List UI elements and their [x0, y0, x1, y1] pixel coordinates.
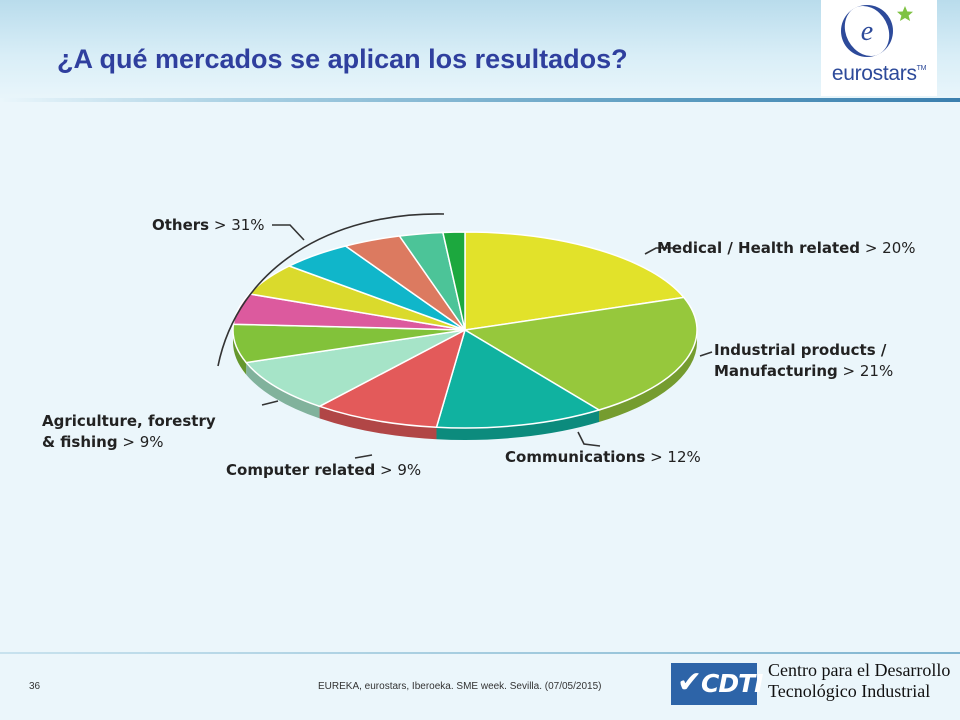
label-computer-related: Computer related > 9% [226, 461, 421, 479]
header-divider [0, 98, 960, 102]
others-bracket-arc [217, 213, 445, 367]
cdti-wordmark: CDTI [701, 669, 763, 698]
eurostars-logo: e eurostarsTM [821, 0, 937, 96]
eurostars-emblem: e [841, 5, 913, 57]
pie-slice-communications-side [436, 409, 600, 440]
pie-slice-computer-related [317, 328, 467, 429]
pie-slice-industrial-products-manufacturing-side [599, 330, 697, 422]
label-name-line2: & fishing [42, 433, 118, 451]
leader-line [644, 247, 675, 255]
label-name-line2: Manufacturing [714, 362, 838, 380]
label-name: Computer related [226, 461, 375, 479]
pie-slice-others-1-side [233, 330, 247, 375]
label-agriculture-forestry-fishing: Agriculture, forestry & fishing > 9% [42, 412, 216, 451]
checkmark-icon: ✔ [677, 665, 703, 700]
cdti-name-line1: Centro para el Desarrollo [768, 660, 951, 680]
pie-chart: Medical / Health related > 20% Industrial… [42, 213, 916, 479]
cdti-full-name: Centro para el Desarrollo Tecnológico In… [768, 660, 953, 702]
cdti-logo: ✔ CDTI [671, 663, 763, 705]
header-band [0, 0, 960, 102]
leader-line [699, 351, 713, 357]
label-name: Medical / Health related [657, 239, 860, 257]
label-name: Industrial products / [714, 341, 887, 359]
label-name: Agriculture, forestry [42, 412, 216, 430]
leader-line [272, 224, 305, 241]
cdti-name-line2: Tecnológico Industrial [768, 681, 931, 701]
pie-slice-industrial-products-manufacturing [462, 296, 698, 411]
label-percentage: > 20% [860, 239, 915, 257]
pie-slice-agriculture-forestry-fishing [244, 329, 466, 408]
leader-line [261, 400, 279, 406]
eurostars-wordmark: eurostarsTM [831, 62, 927, 85]
eurostars-symbol: e [861, 16, 873, 47]
label-percentage: > 31% [209, 216, 264, 234]
pie-slice-communications [435, 328, 601, 429]
footer-text: EUREKA, eurostars, Iberoeka. SME week. S… [318, 681, 602, 692]
page-title: ¿A qué mercados se aplican los resultado… [57, 44, 628, 74]
label-communications: Communications > 12% [505, 448, 701, 466]
label-name: Others [152, 216, 209, 234]
pie-slice-agriculture-forestry-fishing-side [246, 362, 320, 419]
footer-divider [0, 652, 960, 654]
leader-line [577, 431, 601, 447]
label-others: Others > 31% [152, 216, 265, 234]
star-icon [897, 6, 913, 21]
label-percentage: > 9% [118, 433, 164, 451]
label-industrial-products-manufacturing: Industrial products / Manufacturing > 21% [714, 341, 893, 380]
label-medical-health-related: Medical / Health related > 20% [657, 239, 916, 257]
label-percentage: > 9% [375, 461, 421, 479]
pie-slice-computer-related-side [319, 406, 437, 440]
page-number: 36 [29, 681, 41, 692]
leader-line [354, 454, 373, 459]
pie-slice-others-7 [441, 231, 466, 331]
label-percentage: > 12% [645, 448, 700, 466]
label-name: Communications [505, 448, 645, 466]
label-percentage: > 21% [838, 362, 893, 380]
